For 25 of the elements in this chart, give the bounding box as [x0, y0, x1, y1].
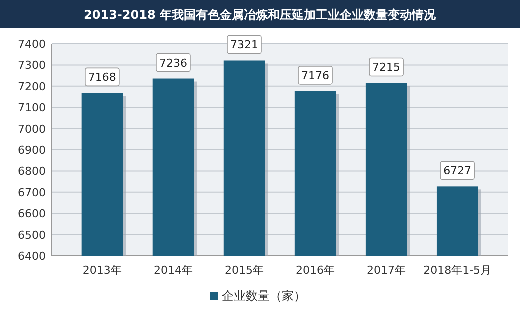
y-tick-label: 7000	[18, 122, 46, 136]
x-tick-label: 2013年	[82, 264, 122, 277]
data-label: 7168	[88, 71, 116, 84]
y-tick-label: 7400	[18, 38, 46, 51]
y-tick-label: 6700	[18, 186, 46, 200]
data-label: 7236	[159, 56, 188, 70]
y-tick-label: 7200	[18, 80, 46, 94]
x-tick-label: 2017年	[367, 264, 406, 277]
y-tick-label: 6600	[18, 208, 46, 221]
data-label: 7215	[372, 61, 401, 74]
legend-label: 企业数量（家）	[222, 289, 306, 303]
y-tick-label: 7100	[18, 102, 46, 115]
data-label: 6727	[444, 164, 472, 178]
data-label: 7321	[230, 38, 258, 52]
x-tick-label: 2018年1-5月	[424, 264, 492, 277]
x-tick-label: 2016年	[296, 264, 336, 277]
y-tick-label: 6900	[18, 144, 46, 157]
x-tick-label: 2014年	[154, 264, 193, 277]
y-tick-label: 6500	[18, 228, 46, 242]
y-tick-label: 6800	[18, 165, 46, 178]
chart-title: 2013-2018 年我国有色金属冶炼和压延加工业企业数量变动情况	[84, 8, 437, 22]
data-label: 7176	[302, 69, 330, 82]
x-tick-label: 2015年	[224, 264, 264, 277]
y-tick-label: 7300	[18, 59, 46, 72]
y-tick-label: 6400	[18, 250, 46, 263]
